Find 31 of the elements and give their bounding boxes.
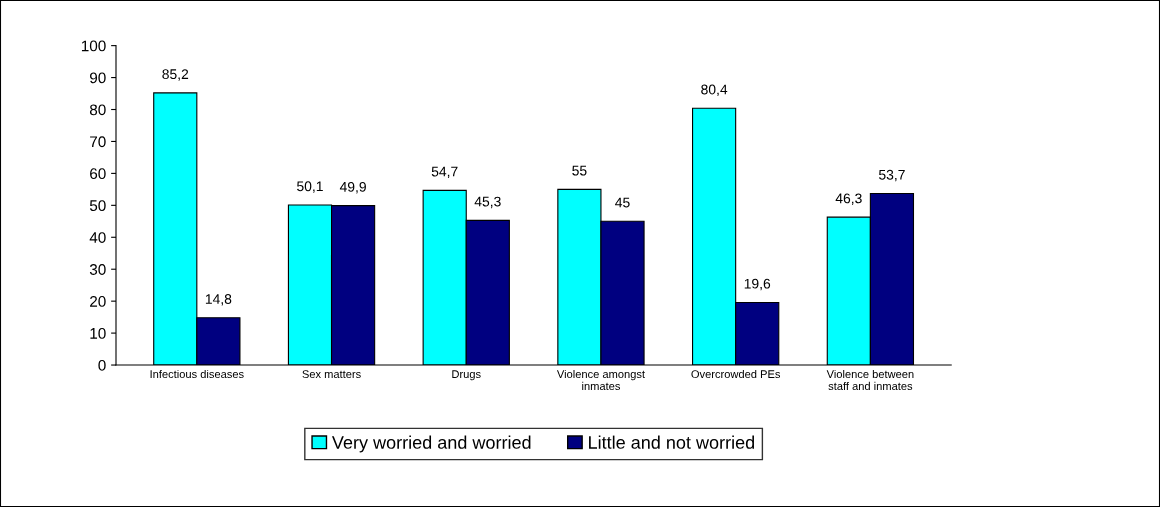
x-tick-label: Violence between staff and inmates <box>826 369 914 391</box>
data-label: 54,7 <box>431 166 458 179</box>
y-tick-label: 50 <box>89 200 106 212</box>
data-label: 45 <box>615 197 630 208</box>
legend-label: Little and not worried <box>589 435 755 449</box>
y-tick-label: 60 <box>90 168 106 180</box>
y-tick-label: 80 <box>89 104 106 116</box>
x-tick-label: Drugs <box>452 370 481 381</box>
data-label: 50,1 <box>297 181 323 193</box>
y-tick-label: 90 <box>90 72 106 84</box>
data-label: 45,3 <box>474 196 501 209</box>
data-label: 49,9 <box>339 181 366 194</box>
y-tick-label: 20 <box>90 296 106 307</box>
x-tick-label: Overcrowded PEs <box>691 369 781 379</box>
y-tick-label: 70 <box>90 136 106 148</box>
data-label: 85,2 <box>162 69 189 81</box>
y-tick-label: 100 <box>81 40 106 52</box>
data-label: 80,4 <box>701 84 728 97</box>
data-label: 46,3 <box>835 193 862 205</box>
y-tick-label: 40 <box>89 232 106 243</box>
x-tick-label: Infectious diseases <box>150 369 244 379</box>
y-tick-label: 0 <box>98 359 106 371</box>
data-label: 53,7 <box>878 169 905 182</box>
legend-label: Very worried and worried <box>331 435 531 453</box>
data-label: 14,8 <box>205 294 232 306</box>
data-label: 19,6 <box>744 278 771 291</box>
data-label: 55 <box>572 165 587 176</box>
y-tick-label: 30 <box>89 264 106 275</box>
y-tick-label: 10 <box>90 327 106 339</box>
x-tick-label: Sex matters <box>302 370 361 379</box>
x-tick-label: Violence amongst inmates <box>556 369 645 391</box>
